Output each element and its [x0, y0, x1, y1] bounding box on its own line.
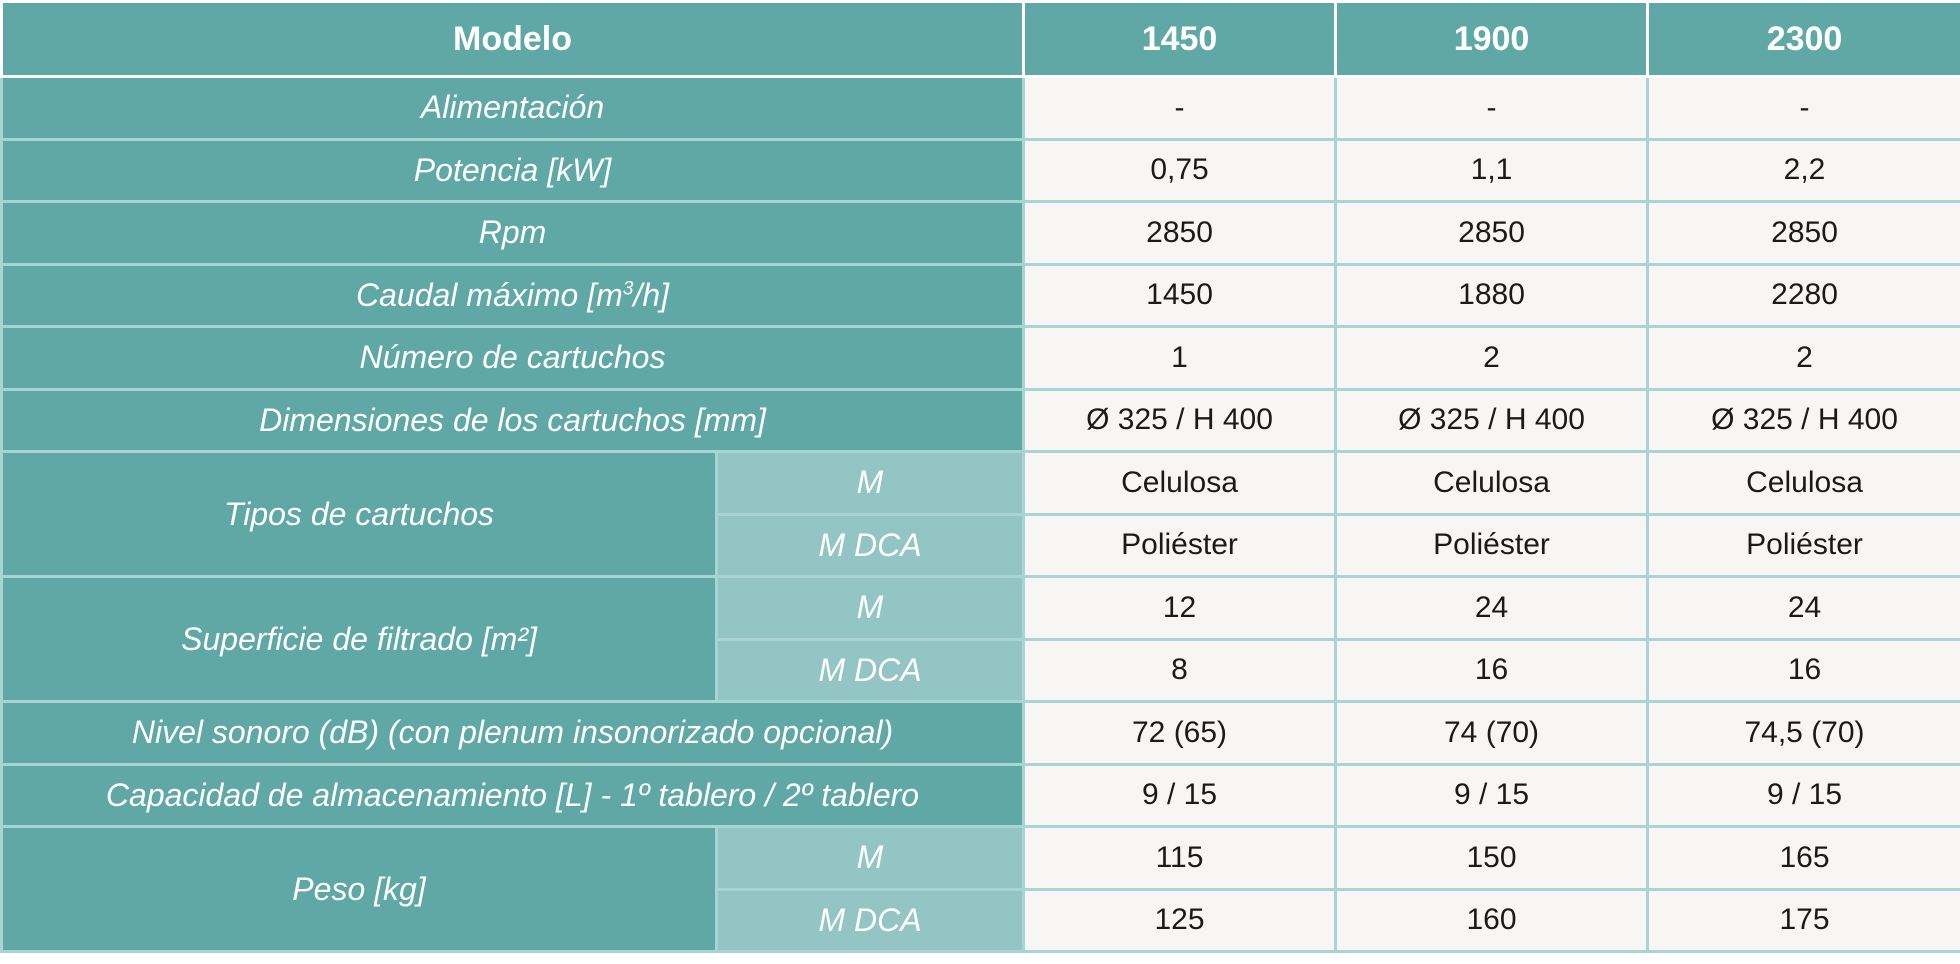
- header-row: Modelo 1450 1900 2300: [0, 0, 1960, 78]
- cell-value: 24: [1646, 575, 1960, 641]
- table-row: Peso [kg] M 115 150 165: [0, 825, 1960, 953]
- table-row: Nivel sonoro (dB) (con plenum insonoriza…: [0, 700, 1960, 766]
- cell-value: 160: [1334, 887, 1650, 953]
- table-row: Potencia [kW] 0,75 1,1 2,2: [0, 137, 1960, 203]
- cell-value: 72 (65): [1022, 700, 1338, 766]
- cell-value: 1: [1022, 325, 1338, 391]
- table-row: Rpm 2850 2850 2850: [0, 200, 1960, 266]
- cell-value: Celulosa: [1646, 450, 1960, 516]
- cell-value: 16: [1334, 637, 1650, 703]
- sub-label-m-dca: M DCA: [714, 887, 1026, 953]
- cell-value: 16: [1646, 637, 1960, 703]
- row-label-dimensiones: Dimensiones de los cartuchos [mm]: [0, 387, 1026, 453]
- cell-value: 2280: [1646, 262, 1960, 328]
- cell-value: -: [1334, 75, 1650, 141]
- table-row: Dimensiones de los cartuchos [mm] Ø 325 …: [0, 387, 1960, 453]
- sub-label-m: M: [714, 575, 1026, 641]
- row-label-superficie: Superficie de filtrado [m²]: [0, 575, 718, 703]
- cell-value: 2,2: [1646, 137, 1960, 203]
- cell-value: 175: [1646, 887, 1960, 953]
- cell-value: 2850: [1334, 200, 1650, 266]
- cell-value: -: [1646, 75, 1960, 141]
- cell-value: -: [1022, 75, 1338, 141]
- cell-value: 2: [1334, 325, 1650, 391]
- table-row: Caudal máximo [m3/h] 1450 1880 2280: [0, 262, 1960, 328]
- row-label-capacidad: Capacidad de almacenamiento [L] - 1º tab…: [0, 762, 1026, 828]
- cell-value: 2850: [1646, 200, 1960, 266]
- model-1450-header: 1450: [1022, 0, 1338, 78]
- caudal-label-pre: Caudal máximo [m: [356, 276, 623, 313]
- cell-value: 74,5 (70): [1646, 700, 1960, 766]
- caudal-label-sup: 3: [622, 278, 634, 300]
- cell-value: 74 (70): [1334, 700, 1650, 766]
- table-row: M DCA 8 16 16: [2, 637, 1960, 703]
- cell-value: 12: [1022, 575, 1338, 641]
- model-header: Modelo: [0, 0, 1026, 78]
- cell-value: 8: [1022, 637, 1338, 703]
- cell-value: 2: [1646, 325, 1960, 391]
- cell-value: 150: [1334, 825, 1650, 891]
- cell-value: Poliéster: [1334, 512, 1650, 578]
- cell-value: 1,1: [1334, 137, 1650, 203]
- cell-value: Ø 325 / H 400: [1646, 387, 1960, 453]
- cell-value: 9 / 15: [1334, 762, 1650, 828]
- cell-value: Ø 325 / H 400: [1334, 387, 1650, 453]
- caudal-label-post: /h]: [633, 276, 669, 313]
- cell-value: 165: [1646, 825, 1960, 891]
- cell-value: Celulosa: [1022, 450, 1338, 516]
- row-label-caudal: Caudal máximo [m3/h]: [0, 262, 1026, 328]
- table-row: Capacidad de almacenamiento [L] - 1º tab…: [0, 762, 1960, 828]
- row-label-alimentacion: Alimentación: [0, 75, 1026, 141]
- cell-value: 0,75: [1022, 137, 1338, 203]
- row-label-peso: Peso [kg]: [0, 825, 718, 953]
- cell-value: Poliéster: [1022, 512, 1338, 578]
- cell-value: 24: [1334, 575, 1650, 641]
- sub-label-m-dca: M DCA: [714, 512, 1026, 578]
- cell-value: 9 / 15: [1646, 762, 1960, 828]
- cell-value: 1880: [1334, 262, 1650, 328]
- cell-value: 2850: [1022, 200, 1338, 266]
- cell-value: Celulosa: [1334, 450, 1650, 516]
- sub-label-m: M: [714, 450, 1026, 516]
- cell-value: Ø 325 / H 400: [1022, 387, 1338, 453]
- row-label-tipos-cartuchos: Tipos de cartuchos: [0, 450, 718, 578]
- table-row: M DCA 125 160 175: [2, 887, 1960, 953]
- cell-value: 115: [1022, 825, 1338, 891]
- table-row: M DCA Poliéster Poliéster Poliéster: [2, 512, 1960, 578]
- cell-value: 125: [1022, 887, 1338, 953]
- cell-value: 9 / 15: [1022, 762, 1338, 828]
- model-1900-header: 1900: [1334, 0, 1650, 78]
- sub-label-m-dca: M DCA: [714, 637, 1026, 703]
- cell-value: 1450: [1022, 262, 1338, 328]
- table-row: Tipos de cartuchos M Celulosa Celulosa C…: [0, 450, 1960, 578]
- row-label-rpm: Rpm: [0, 200, 1026, 266]
- table-row: Alimentación - - -: [0, 75, 1960, 141]
- row-label-numero-cartuchos: Número de cartuchos: [0, 325, 1026, 391]
- row-label-potencia: Potencia [kW]: [0, 137, 1026, 203]
- table-row: Número de cartuchos 1 2 2: [0, 325, 1960, 391]
- cell-value: Poliéster: [1646, 512, 1960, 578]
- sub-label-m: M: [714, 825, 1026, 891]
- table-row: Superficie de filtrado [m²] M 12 24 24: [0, 575, 1960, 703]
- model-2300-header: 2300: [1646, 0, 1960, 78]
- row-label-nivel-sonoro: Nivel sonoro (dB) (con plenum insonoriza…: [0, 700, 1026, 766]
